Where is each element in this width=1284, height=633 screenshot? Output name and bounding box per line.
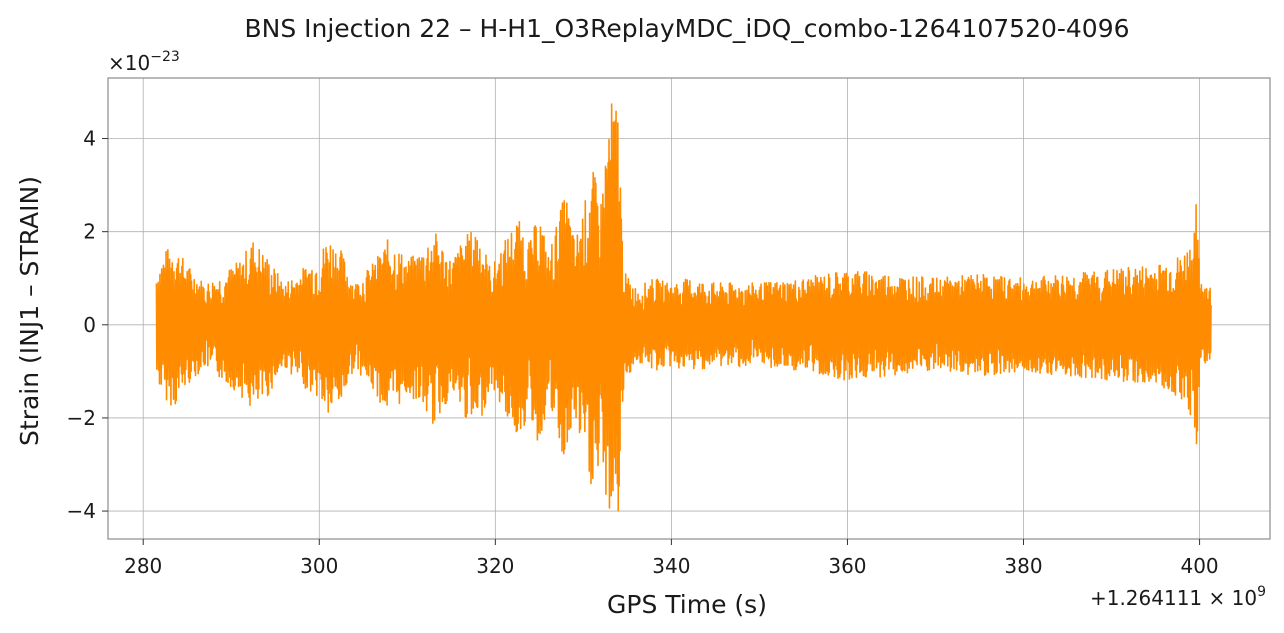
y-tick-label: 4 xyxy=(83,127,96,151)
x-tick-label: 300 xyxy=(300,554,338,578)
y-axis-ticks: −4 −2 0 2 4 xyxy=(67,127,108,523)
y-tick-label: 0 xyxy=(83,313,96,337)
y-tick-label: −2 xyxy=(67,406,96,430)
x-offset-base: +1.264111 × 10 xyxy=(1090,586,1257,610)
y-scale-exponent: −23 xyxy=(150,49,180,65)
plot-frame xyxy=(107,77,1271,540)
strain-series xyxy=(155,103,1212,512)
y-tick-label: −4 xyxy=(67,499,96,523)
x-tick-label: 360 xyxy=(828,554,866,578)
y-scale-base: ×10 xyxy=(108,51,150,75)
y-tick-label: 2 xyxy=(83,220,96,244)
y-scale-factor: ×10−23 xyxy=(108,49,180,75)
x-tick-label: 380 xyxy=(1004,554,1042,578)
x-axis-ticks: 280 300 320 340 360 380 400 xyxy=(124,539,1219,578)
strain-series-line xyxy=(155,103,1212,512)
x-axis-label: GPS Time (s) xyxy=(607,590,767,619)
x-tick-label: 340 xyxy=(652,554,690,578)
chart-title: BNS Injection 22 – H-H1_O3ReplayMDC_iDQ_… xyxy=(244,14,1129,43)
x-tick-label: 280 xyxy=(124,554,162,578)
x-offset-factor: +1.264111 × 109 xyxy=(1090,584,1266,610)
y-axis-label: Strain (INJ1 – STRAIN) xyxy=(15,176,44,446)
x-tick-label: 320 xyxy=(476,554,514,578)
x-tick-label: 400 xyxy=(1180,554,1218,578)
x-offset-exponent: 9 xyxy=(1257,584,1266,600)
